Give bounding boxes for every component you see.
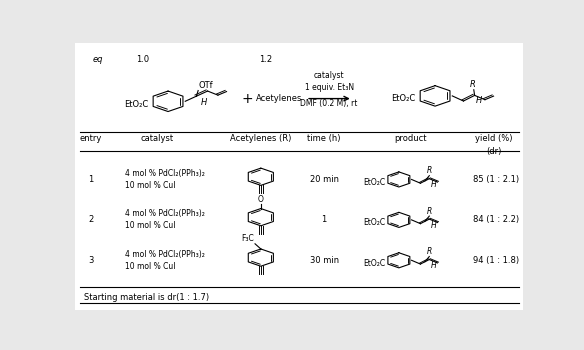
Text: H: H [430, 261, 436, 270]
Text: 1.0: 1.0 [137, 55, 150, 64]
Text: 20 min: 20 min [310, 175, 339, 184]
Text: 3: 3 [88, 256, 94, 265]
Text: OTf: OTf [199, 81, 213, 90]
Text: product: product [394, 134, 426, 143]
Text: 84 (1 : 2.2): 84 (1 : 2.2) [473, 215, 519, 224]
Text: 10 mol % CuI: 10 mol % CuI [125, 181, 176, 190]
Text: EtO₂C: EtO₂C [391, 94, 415, 104]
Text: catalyst: catalyst [140, 134, 173, 143]
Text: H: H [476, 96, 482, 105]
Text: yield (%): yield (%) [475, 134, 513, 143]
FancyBboxPatch shape [75, 43, 523, 310]
Text: 2: 2 [89, 215, 93, 224]
Text: H: H [201, 98, 207, 107]
Text: EtO₂C: EtO₂C [363, 259, 385, 268]
Text: 4 mol % PdCl₂(PPh₃)₂: 4 mol % PdCl₂(PPh₃)₂ [125, 250, 205, 259]
Text: O: O [258, 195, 264, 204]
Text: eq: eq [93, 55, 103, 64]
Text: R: R [427, 247, 432, 256]
Text: Acetylenes: Acetylenes [256, 94, 302, 103]
Text: DMF (0.2 M), rt: DMF (0.2 M), rt [301, 99, 358, 108]
Text: entry: entry [80, 134, 102, 143]
Text: R: R [470, 80, 476, 89]
Text: F₃C: F₃C [242, 234, 254, 243]
Text: 1: 1 [89, 175, 93, 184]
Text: Acetylenes (R): Acetylenes (R) [230, 134, 291, 143]
Text: 85 (1 : 2.1): 85 (1 : 2.1) [473, 175, 519, 184]
Text: H: H [430, 180, 436, 189]
Text: EtO₂C: EtO₂C [124, 100, 148, 109]
Text: Starting material is dr(1 : 1.7): Starting material is dr(1 : 1.7) [84, 293, 210, 302]
Text: 1: 1 [322, 215, 327, 224]
Text: +: + [241, 92, 253, 106]
Text: (dr): (dr) [486, 147, 502, 155]
Text: EtO₂C: EtO₂C [363, 218, 385, 228]
Text: 30 min: 30 min [310, 256, 339, 265]
Text: EtO₂C: EtO₂C [363, 178, 385, 187]
Text: catalyst: catalyst [314, 71, 345, 80]
Text: 10 mol % CuI: 10 mol % CuI [125, 221, 176, 230]
Text: 10 mol % CuI: 10 mol % CuI [125, 262, 176, 271]
Text: R: R [427, 207, 432, 216]
Text: 4 mol % PdCl₂(PPh₃)₂: 4 mol % PdCl₂(PPh₃)₂ [125, 169, 205, 178]
Text: 94 (1 : 1.8): 94 (1 : 1.8) [473, 256, 519, 265]
Text: 4 mol % PdCl₂(PPh₃)₂: 4 mol % PdCl₂(PPh₃)₂ [125, 209, 205, 218]
Text: H: H [430, 220, 436, 230]
Text: time (h): time (h) [307, 134, 341, 143]
Text: 1.2: 1.2 [259, 55, 272, 64]
Text: R: R [427, 166, 432, 175]
Text: 1 equiv. Et₃N: 1 equiv. Et₃N [305, 83, 354, 92]
